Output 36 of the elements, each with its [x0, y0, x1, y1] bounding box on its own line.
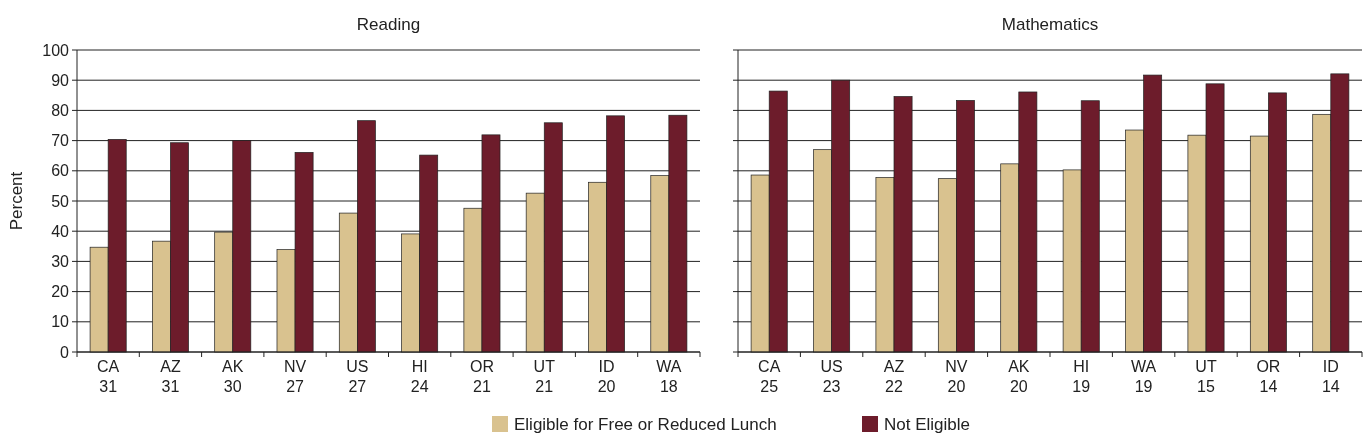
y-tick-label: 70	[51, 132, 70, 150]
x-tick-label: ID 14	[1321, 358, 1340, 395]
x-tick-label: NV 27	[283, 358, 307, 395]
x-tick-label: US 27	[346, 358, 369, 395]
legend-label: Not Eligible	[884, 415, 970, 434]
x-tick-label: ID 20	[597, 358, 616, 395]
x-tick-label: CA 25	[758, 358, 781, 395]
x-tick-label: AZ 22	[883, 358, 905, 395]
y-tick-label: 20	[51, 283, 70, 301]
y-axis-title: Percent	[7, 171, 26, 231]
x-tick-label: AK 30	[222, 358, 244, 395]
y-tick-label: 10	[51, 313, 70, 331]
x-tick-label: AK 20	[1008, 358, 1030, 395]
x-tick-label: HI 24	[410, 358, 429, 395]
x-tick-label: OR 21	[469, 358, 494, 395]
chart-title: Mathematics	[1001, 15, 1099, 34]
chart-title: Reading	[356, 15, 421, 34]
x-tick-label: WA 18	[656, 358, 682, 395]
x-tick-label: OR 14	[1256, 358, 1281, 395]
y-tick-label: 30	[51, 253, 70, 270]
y-tick-label: 0	[60, 343, 70, 361]
y-tick-label: 50	[51, 192, 70, 210]
x-tick-label: AZ 31	[160, 358, 181, 395]
y-tick-label: 90	[51, 71, 70, 89]
x-tick-label: HI 19	[1072, 358, 1091, 395]
y-tick-label: 40	[51, 222, 70, 240]
x-tick-label: UT 21	[533, 358, 556, 395]
legend-label: Eligible for Free or Reduced Lunch	[514, 415, 777, 434]
y-tick-label: 100	[42, 41, 70, 59]
x-tick-label: CA 31	[97, 358, 120, 395]
x-tick-label: US 23	[820, 358, 843, 395]
x-tick-label: UT 15	[1195, 358, 1217, 395]
x-tick-label: WA 19	[1131, 358, 1157, 395]
y-tick-label: 80	[51, 102, 70, 119]
x-tick-label: NV 20	[945, 358, 968, 395]
y-tick-label: 60	[51, 162, 70, 180]
